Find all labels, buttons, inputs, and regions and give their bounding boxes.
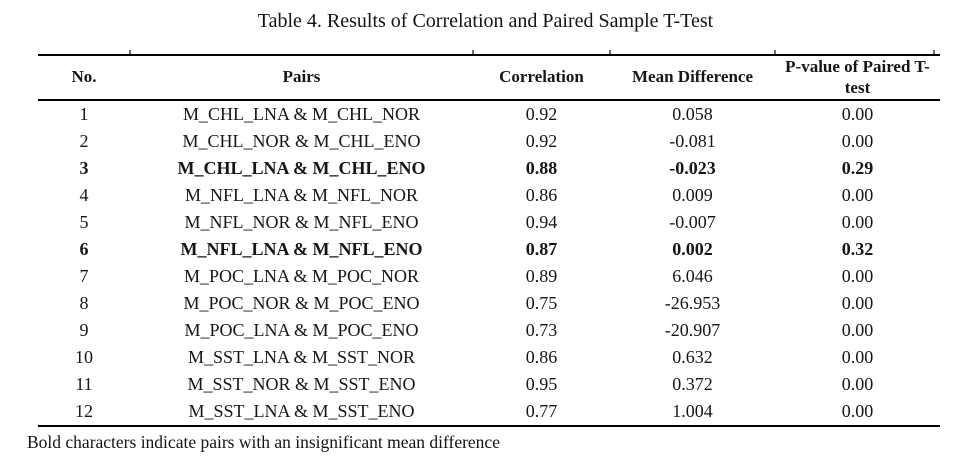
cell-p-value: 0.29 bbox=[841, 158, 874, 178]
cell-pair: M_NFL_LNA & M_NFL_ENO bbox=[180, 239, 423, 259]
cell-no: 1 bbox=[79, 104, 89, 124]
results-table: No. Pairs Correlation Mean Difference P-… bbox=[38, 54, 940, 427]
cell-correlation: 0.77 bbox=[473, 398, 610, 427]
cell-pair: M_CHL_LNA & M_CHL_NOR bbox=[182, 104, 420, 124]
header-row: No. Pairs Correlation Mean Difference P-… bbox=[38, 54, 940, 101]
cell-no: 9 bbox=[79, 320, 89, 340]
cell-pair: M_SST_LNA & M_SST_NOR bbox=[187, 347, 416, 367]
cell-p-value: 0.00 bbox=[841, 104, 874, 124]
cell-mean-difference: 0.002 bbox=[672, 239, 713, 259]
cell-no: 12 bbox=[38, 398, 130, 427]
cell-no: 4 bbox=[79, 185, 89, 205]
cell-p-value: 0.00 bbox=[841, 185, 874, 205]
table-row: 11 M_SST_NOR & M_SST_ENO 0.95 0.372 0.00 bbox=[38, 371, 940, 398]
column-divider-tick bbox=[472, 50, 474, 55]
column-divider-tick bbox=[609, 50, 611, 55]
column-header-no: No. bbox=[38, 54, 130, 101]
table-row: 4 M_NFL_LNA & M_NFL_NOR 0.86 0.009 0.00 bbox=[38, 182, 940, 209]
cell-correlation: 0.75 bbox=[525, 293, 558, 313]
table-footnote: Bold characters indicate pairs with an i… bbox=[27, 432, 500, 452]
cell-pair: M_POC_LNA & M_POC_ENO bbox=[184, 320, 419, 340]
table-caption: Table 4. Results of Correlation and Pair… bbox=[257, 10, 714, 32]
cell-p-value: 0.00 bbox=[841, 374, 874, 394]
table-row: 8 M_POC_NOR & M_POC_ENO 0.75 -26.953 0.0… bbox=[38, 290, 940, 317]
cell-no: 5 bbox=[79, 212, 89, 232]
table-row: 10 M_SST_LNA & M_SST_NOR 0.86 0.632 0.00 bbox=[38, 344, 940, 371]
table-row: 2 M_CHL_NOR & M_CHL_ENO 0.92 -0.081 0.00 bbox=[38, 128, 940, 155]
cell-p-value: 0.00 bbox=[841, 293, 874, 313]
table-body: 1 M_CHL_LNA & M_CHL_NOR 0.92 0.058 0.00 … bbox=[38, 100, 940, 427]
table-row: 3 M_CHL_LNA & M_CHL_ENO 0.88 -0.023 0.29 bbox=[38, 155, 940, 182]
column-header-pairs: Pairs bbox=[130, 54, 473, 101]
cell-mean-difference: 0.632 bbox=[672, 347, 713, 367]
column-header-correlation: Correlation bbox=[473, 54, 610, 101]
cell-no: 3 bbox=[79, 158, 89, 178]
cell-mean-difference: -20.907 bbox=[664, 320, 721, 340]
cell-no: 11 bbox=[75, 374, 93, 394]
cell-mean-difference: 1.004 bbox=[610, 398, 775, 427]
cell-mean-difference: 0.058 bbox=[672, 104, 713, 124]
column-header-p-value: P-value of Paired T-test bbox=[775, 54, 940, 101]
table-row: 9 M_POC_LNA & M_POC_ENO 0.73 -20.907 0.0… bbox=[38, 317, 940, 344]
cell-correlation: 0.89 bbox=[525, 266, 558, 286]
cell-correlation: 0.73 bbox=[525, 320, 558, 340]
table-row: 1 M_CHL_LNA & M_CHL_NOR 0.92 0.058 0.00 bbox=[38, 100, 940, 128]
cell-p-value: 0.00 bbox=[841, 131, 874, 151]
cell-mean-difference: -0.007 bbox=[669, 212, 716, 232]
cell-correlation: 0.86 bbox=[525, 185, 558, 205]
cell-pair: M_POC_LNA & M_POC_NOR bbox=[183, 266, 420, 286]
cell-pair: M_CHL_NOR & M_CHL_ENO bbox=[182, 131, 421, 151]
cell-p-value: 0.00 bbox=[775, 398, 940, 427]
table-row: 12 M_SST_LNA & M_SST_ENO 0.77 1.004 0.00 bbox=[38, 398, 940, 427]
column-divider-tick bbox=[933, 50, 935, 55]
table-row: 7 M_POC_LNA & M_POC_NOR 0.89 6.046 0.00 bbox=[38, 263, 940, 290]
column-divider-tick bbox=[774, 50, 776, 55]
cell-pair: M_NFL_NOR & M_NFL_ENO bbox=[184, 212, 419, 232]
cell-no: 8 bbox=[79, 293, 89, 313]
cell-correlation: 0.94 bbox=[525, 212, 558, 232]
cell-no: 6 bbox=[79, 239, 89, 259]
cell-p-value: 0.00 bbox=[841, 212, 874, 232]
cell-correlation: 0.87 bbox=[525, 239, 558, 259]
cell-correlation: 0.92 bbox=[525, 131, 558, 151]
cell-correlation: 0.95 bbox=[525, 374, 558, 394]
cell-pair: M_SST_NOR & M_SST_ENO bbox=[187, 374, 416, 394]
cell-no: 7 bbox=[79, 266, 89, 286]
cell-p-value: 0.00 bbox=[841, 347, 874, 367]
cell-p-value: 0.00 bbox=[841, 320, 874, 340]
column-divider-tick bbox=[129, 50, 131, 55]
cell-pair: M_POC_NOR & M_POC_ENO bbox=[183, 293, 420, 313]
table-row: 5 M_NFL_NOR & M_NFL_ENO 0.94 -0.007 0.00 bbox=[38, 209, 940, 236]
cell-mean-difference: -0.081 bbox=[669, 131, 716, 151]
column-header-mean-difference: Mean Difference bbox=[610, 54, 775, 101]
cell-correlation: 0.86 bbox=[525, 347, 558, 367]
cell-mean-difference: 6.046 bbox=[672, 266, 713, 286]
cell-mean-difference: 0.372 bbox=[672, 374, 713, 394]
cell-no: 2 bbox=[79, 131, 89, 151]
cell-correlation: 0.88 bbox=[525, 158, 558, 178]
cell-p-value: 0.32 bbox=[841, 239, 874, 259]
cell-pair: M_NFL_LNA & M_NFL_NOR bbox=[184, 185, 419, 205]
cell-pair: M_SST_LNA & M_SST_ENO bbox=[130, 398, 473, 427]
cell-no: 10 bbox=[75, 347, 93, 367]
cell-mean-difference: -26.953 bbox=[664, 293, 721, 313]
cell-p-value: 0.00 bbox=[841, 266, 874, 286]
cell-correlation: 0.92 bbox=[525, 104, 558, 124]
cell-pair: M_CHL_LNA & M_CHL_ENO bbox=[177, 158, 426, 178]
cell-mean-difference: 0.009 bbox=[672, 185, 713, 205]
cell-mean-difference: -0.023 bbox=[669, 158, 716, 178]
table-row: 6 M_NFL_LNA & M_NFL_ENO 0.87 0.002 0.32 bbox=[38, 236, 940, 263]
